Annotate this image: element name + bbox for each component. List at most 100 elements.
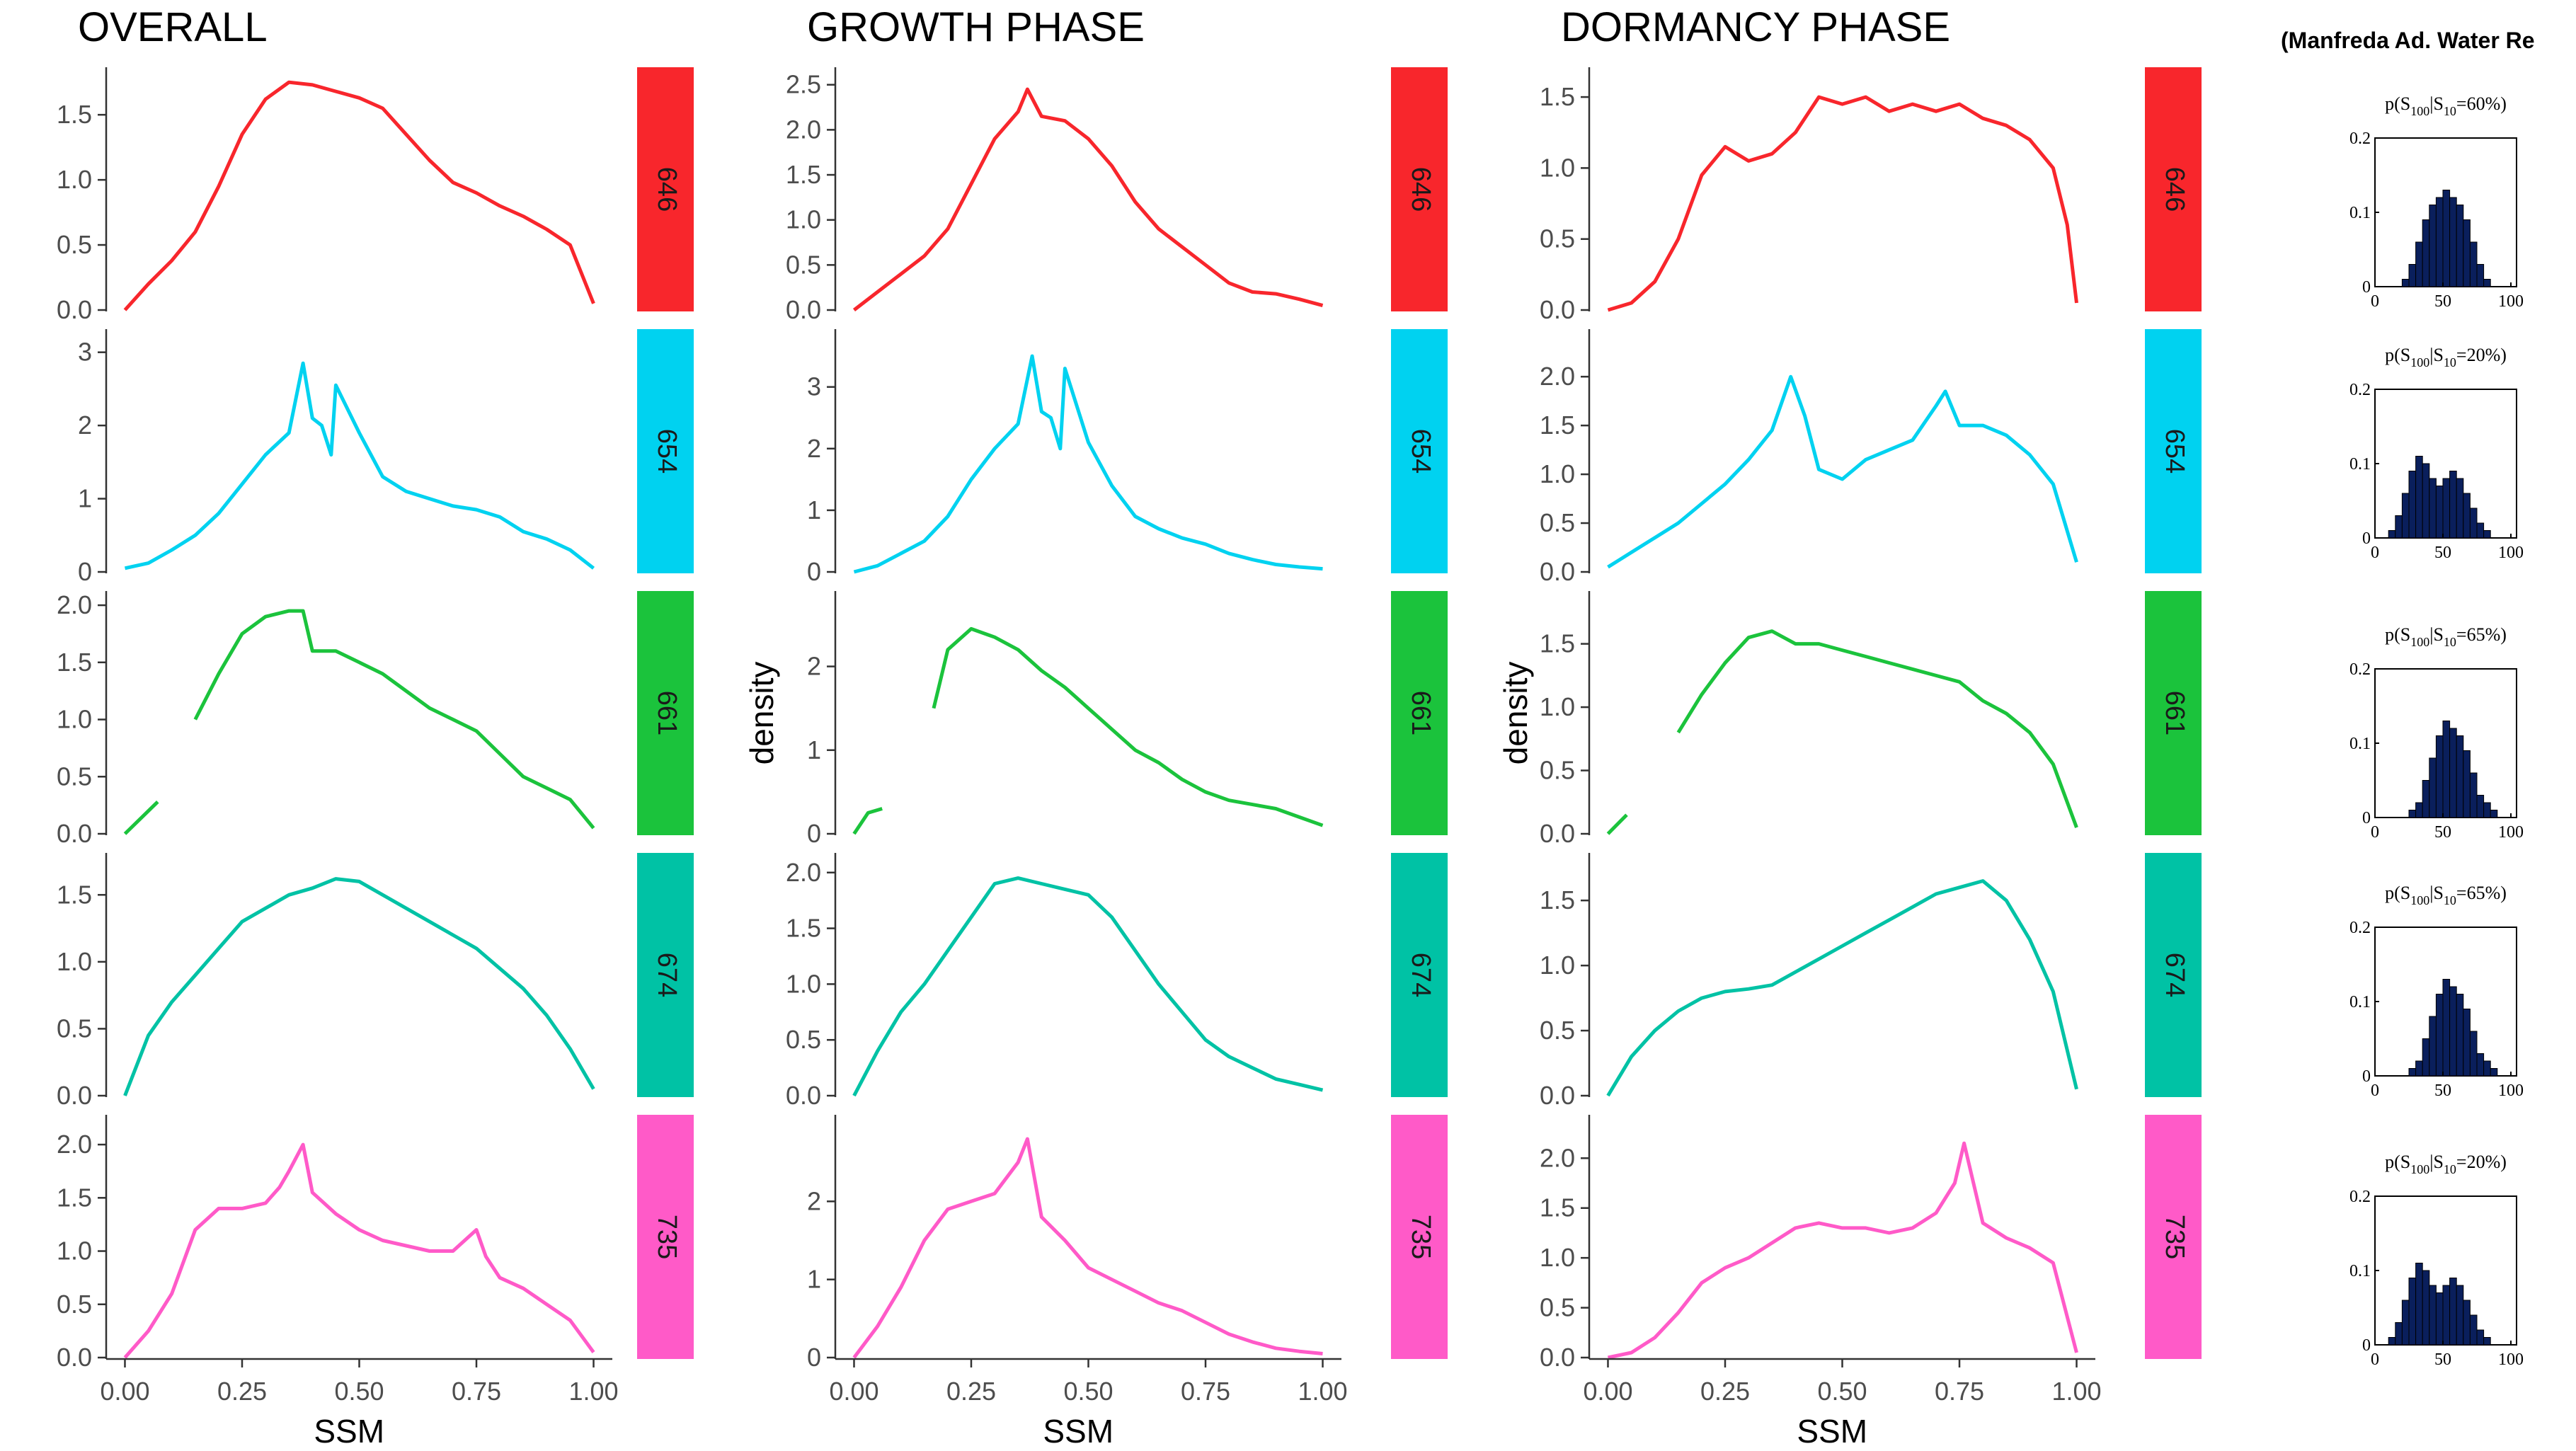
density-line-646 <box>852 87 1324 311</box>
facet-strip <box>2145 329 2202 573</box>
histogram-bar <box>2469 1031 2478 1077</box>
facet-panel: 0.0 0.5 1.0 1.5 2.0 654 <box>1540 329 2202 586</box>
histogram-bar <box>2401 1300 2410 1346</box>
y-tick-label: 2.0 <box>1540 362 1575 391</box>
x-tick-label: 0.00 <box>100 1377 149 1406</box>
y-tick-label: 1.5 <box>1540 1193 1575 1222</box>
facet-strip <box>2145 1115 2202 1359</box>
histogram-x-tick-label: 50 <box>2434 1082 2451 1100</box>
density-line-661 <box>852 626 1324 835</box>
y-tick-label: 0.5 <box>57 762 92 791</box>
x-tick-label: 0.00 <box>829 1377 878 1406</box>
facet-strip-label: 654 <box>1406 429 1436 474</box>
y-tick-label: 0.0 <box>786 1081 821 1110</box>
y-tick-label: 0.0 <box>1540 1081 1575 1110</box>
density-line-646 <box>1607 95 2078 312</box>
histogram-bar <box>2429 205 2437 287</box>
y-tick-label: 1.5 <box>786 914 821 943</box>
x-axis-title: SSM <box>314 1413 384 1450</box>
histogram-x-tick-label: 0 <box>2371 1082 2379 1100</box>
histogram-bar <box>2456 735 2464 818</box>
y-tick-label: 0.0 <box>1540 295 1575 324</box>
density-line-735 <box>123 1142 595 1359</box>
y-tick-label: 1.0 <box>786 969 821 998</box>
column-title: DORMANCY PHASE <box>1561 4 1950 50</box>
facet-strip <box>2145 853 2202 1097</box>
histogram-bar <box>2408 264 2417 287</box>
facet-panel: 0 1 2 3 654 <box>807 329 1448 586</box>
x-axis-title: SSM <box>1797 1413 1867 1450</box>
y-tick-label: 1.0 <box>57 165 92 194</box>
histogram-bar <box>2469 507 2478 539</box>
density-line-735 <box>1607 1141 2078 1360</box>
histogram-bar <box>2442 190 2451 287</box>
histogram-column: p(S100|S10=60%)00.10.20 50 100p(S100|S10=2… <box>2349 93 2524 1369</box>
citation-label: (Manfreda Ad. Water Re <box>2281 28 2535 53</box>
histogram-bar <box>2483 530 2491 539</box>
histogram-y-tick-label: 0 <box>2362 1336 2371 1355</box>
histogram-bar <box>2422 1038 2430 1077</box>
facet-panel: 0.0 0.5 1.0 1.5 2.0 674 <box>786 853 1448 1110</box>
panel-grid: OVERALL 0.0 0.5 1.0 1.5 646 0 1 2 3 654 0.0 0.5 1.0 1.… <box>57 4 2202 1450</box>
histogram-x-tick-label: 100 <box>2498 823 2524 842</box>
y-tick-label: 1.5 <box>1540 885 1575 914</box>
histogram-bar <box>2415 802 2423 818</box>
histogram-bar <box>2435 197 2444 287</box>
histogram-bar <box>2422 219 2430 287</box>
histogram-bar <box>2442 478 2451 539</box>
histogram-bar <box>2463 1300 2471 1346</box>
histogram-bar <box>2422 780 2430 818</box>
histogram-x-tick-label: 100 <box>2498 544 2524 562</box>
histogram-bar <box>2449 986 2457 1077</box>
y-tick-label: 1.5 <box>1540 629 1575 658</box>
histogram-bar <box>2476 1329 2485 1346</box>
histogram-bar <box>2463 493 2471 539</box>
density-line-654 <box>853 354 1323 574</box>
facet-panel: 0.0 0.5 1.0 1.5 646 <box>1540 67 2202 324</box>
histogram-y-tick-label: 0.2 <box>2349 1188 2371 1206</box>
facet-strip-label: 674 <box>2160 953 2189 997</box>
histogram-bar <box>2395 515 2403 539</box>
y-tick-label: 0 <box>807 557 821 586</box>
histogram-bar <box>2435 994 2444 1077</box>
density-line-674 <box>123 877 595 1096</box>
y-tick-label: 0.0 <box>57 295 92 324</box>
facet-strip-label: 661 <box>1406 691 1436 735</box>
y-tick-label: 1 <box>78 484 92 513</box>
histogram-y-tick-label: 0.1 <box>2349 993 2371 1011</box>
facet-strip-label: 646 <box>1406 167 1436 212</box>
facet-strip <box>2145 591 2202 835</box>
y-tick-label: 0.5 <box>1540 1293 1575 1322</box>
histogram-title: p(S100|S10=65%) <box>2385 883 2507 907</box>
x-tick-label: 0.00 <box>1583 1377 1632 1406</box>
y-tick-label: 1.0 <box>57 947 92 976</box>
histogram-panel: p(S100|S10=20%) 0 0.1 0.2 0 50 100 <box>2349 1152 2524 1369</box>
histogram-title: p(S100|S10=65%) <box>2385 624 2507 649</box>
y-tick-label: 1.5 <box>57 880 92 909</box>
histogram-x-tick-label: 50 <box>2434 292 2451 311</box>
x-tick-label: 1.00 <box>568 1377 618 1406</box>
histogram-bar <box>2435 735 2444 818</box>
histogram-bar <box>2442 721 2451 818</box>
density-line-735 <box>852 1137 1323 1359</box>
y-tick-label: 2 <box>807 1186 821 1215</box>
facet-panel: 0.0 0.5 1.0 1.5 674 <box>57 853 694 1110</box>
histogram-bar <box>2429 1016 2437 1077</box>
y-tick-label: 2.0 <box>786 858 821 887</box>
facet-strip <box>637 329 694 573</box>
facet-panel: 0.0 0.5 1.0 1.5 2.0 735 <box>1540 1115 2202 1372</box>
histogram-y-tick-label: 0.2 <box>2349 381 2371 399</box>
histogram-bar <box>2442 1285 2451 1346</box>
histogram-bar <box>2408 1068 2417 1077</box>
y-tick-label: 0.0 <box>57 1081 92 1110</box>
facet-strip <box>1391 853 1448 1097</box>
y-axis-title: density <box>743 662 780 765</box>
y-tick-label: 1.0 <box>1540 153 1575 182</box>
facet-strip <box>637 853 694 1097</box>
histogram-y-tick-label: 0.2 <box>2349 130 2371 148</box>
y-tick-label: 0 <box>807 1343 821 1372</box>
facet-panel: 0.0 0.5 1.0 1.5 646 <box>57 67 694 324</box>
y-tick-label: 0 <box>807 819 821 848</box>
facet-strip <box>1391 67 1448 311</box>
histogram-bar <box>2429 757 2437 818</box>
